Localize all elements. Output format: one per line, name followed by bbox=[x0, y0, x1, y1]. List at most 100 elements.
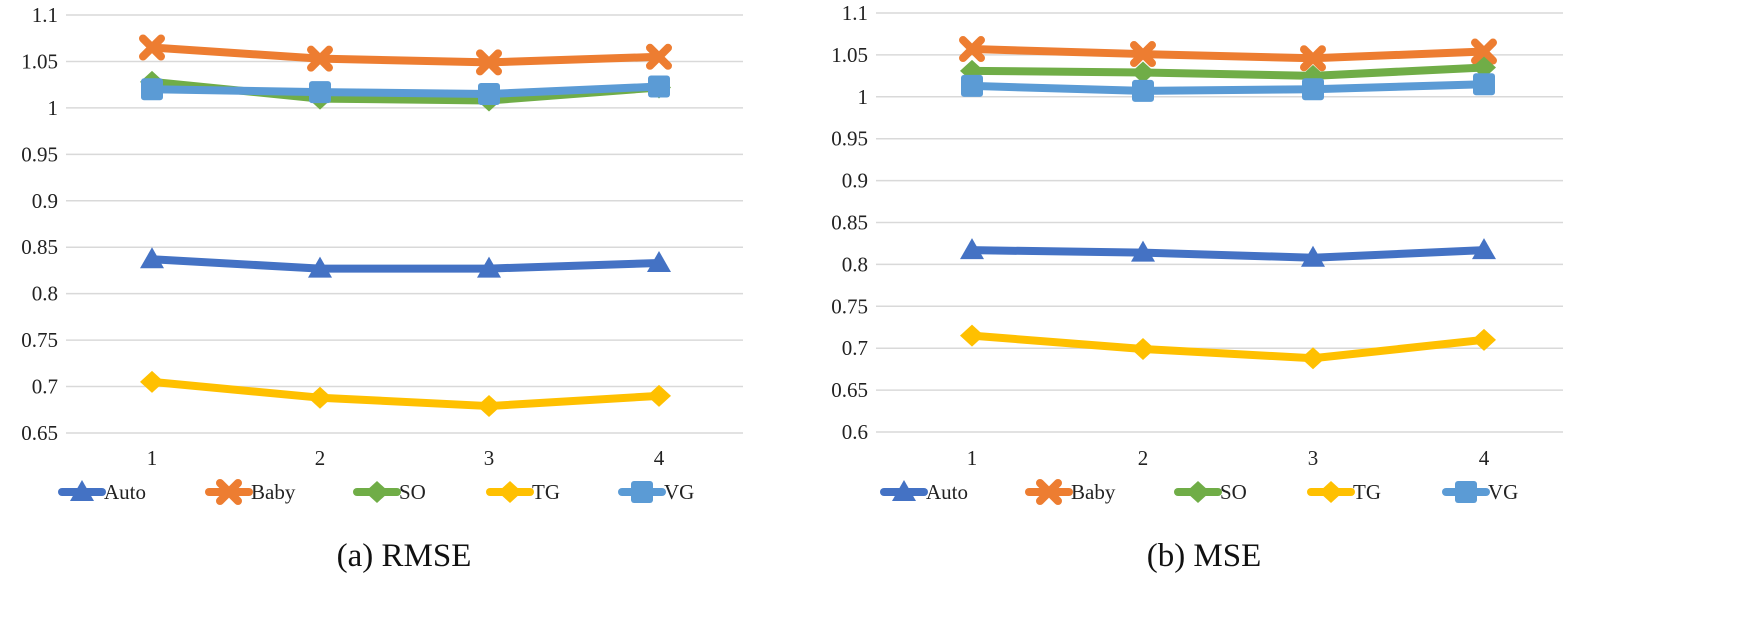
legend-label: TG bbox=[532, 480, 560, 504]
y-tick-label: 1.05 bbox=[831, 43, 868, 67]
legend-item-vg: VG bbox=[618, 480, 694, 504]
series-auto bbox=[960, 238, 1496, 267]
y-tick-label: 0.85 bbox=[21, 235, 58, 259]
legend-marker-so bbox=[1186, 481, 1210, 503]
legend-label: VG bbox=[1488, 480, 1518, 504]
point-baby-1 bbox=[139, 34, 165, 61]
point-baby-2 bbox=[307, 45, 333, 72]
legend-marker-auto bbox=[70, 480, 94, 501]
point-vg-1 bbox=[961, 74, 983, 97]
y-tick-label: 0.95 bbox=[831, 127, 868, 151]
legend-label: VG bbox=[664, 480, 694, 504]
y-tick-label: 0.65 bbox=[831, 378, 868, 402]
point-tg-1 bbox=[140, 370, 164, 393]
y-tick-label: 1.1 bbox=[842, 1, 868, 25]
x-tick-label: 2 bbox=[1138, 446, 1149, 470]
x-tick-label: 4 bbox=[1479, 446, 1490, 470]
point-auto-3 bbox=[477, 256, 501, 278]
x-tick-label: 1 bbox=[967, 446, 978, 470]
point-vg-4 bbox=[1473, 73, 1495, 96]
legend-marker-tg bbox=[1319, 481, 1343, 503]
point-auto-1 bbox=[960, 238, 984, 260]
legend-item-so: SO bbox=[353, 480, 426, 504]
x-tick-label: 2 bbox=[315, 446, 326, 470]
legend-marker-vg bbox=[631, 481, 653, 503]
series-tg bbox=[140, 370, 671, 418]
series-auto bbox=[140, 247, 671, 278]
series-line-so bbox=[968, 63, 1488, 80]
legend-marker-vg bbox=[1455, 481, 1477, 503]
legend-marker-so bbox=[365, 481, 389, 503]
y-tick-label: 0.9 bbox=[842, 169, 868, 193]
point-baby-3 bbox=[1300, 45, 1326, 72]
series-vg bbox=[961, 73, 1495, 102]
y-tick-label: 1.1 bbox=[32, 3, 58, 27]
point-auto-2 bbox=[308, 256, 332, 278]
y-tick-label: 0.95 bbox=[21, 142, 58, 166]
legend-marker-tg bbox=[498, 481, 522, 503]
point-tg-3 bbox=[1301, 347, 1325, 370]
legend-label: TG bbox=[1353, 480, 1381, 504]
point-auto-2 bbox=[1131, 240, 1155, 262]
series-line-tg bbox=[968, 331, 1488, 363]
legend-label: SO bbox=[1220, 480, 1247, 504]
y-tick-label: 0.8 bbox=[32, 282, 58, 306]
point-vg-4 bbox=[648, 75, 670, 98]
point-auto-4 bbox=[647, 251, 671, 273]
legend-item-auto: Auto bbox=[880, 480, 968, 504]
point-so-4 bbox=[1472, 56, 1496, 79]
y-tick-label: 0.7 bbox=[842, 336, 868, 360]
x-tick-label: 3 bbox=[484, 446, 495, 470]
point-vg-2 bbox=[1132, 79, 1154, 102]
point-baby-4 bbox=[1471, 38, 1497, 65]
legend-marker-auto bbox=[892, 480, 916, 501]
point-baby-1 bbox=[959, 36, 985, 63]
series-line-tg bbox=[148, 377, 663, 411]
point-tg-3 bbox=[477, 395, 501, 418]
y-tick-label: 0.7 bbox=[32, 375, 58, 399]
legend-item-tg: TG bbox=[1307, 480, 1381, 504]
legend-label: Auto bbox=[104, 480, 146, 504]
chart-caption: (a) RMSE bbox=[337, 538, 472, 574]
point-auto-1 bbox=[140, 247, 164, 269]
point-baby-2 bbox=[1130, 41, 1156, 68]
legend-marker-baby bbox=[216, 479, 242, 505]
y-tick-label: 0.6 bbox=[842, 420, 868, 444]
legend-label: Auto bbox=[926, 480, 968, 504]
chart-caption: (b) MSE bbox=[1147, 538, 1262, 574]
series-baby bbox=[139, 34, 672, 76]
y-tick-label: 1 bbox=[858, 85, 869, 109]
y-tick-label: 1.05 bbox=[21, 49, 58, 73]
series-line-baby bbox=[968, 45, 1488, 63]
series-baby bbox=[959, 36, 1497, 72]
series-line-vg bbox=[968, 80, 1488, 95]
series-tg bbox=[960, 324, 1496, 370]
point-vg-3 bbox=[478, 82, 500, 105]
series-so bbox=[960, 56, 1496, 87]
point-auto-3 bbox=[1301, 245, 1325, 267]
y-tick-label: 0.9 bbox=[32, 189, 58, 213]
series-line-auto bbox=[148, 255, 663, 273]
point-baby-3 bbox=[476, 49, 502, 76]
point-vg-3 bbox=[1302, 78, 1324, 101]
mse-chart-panel: 0.6 0.65 0.7 0.75 0.8 0.85 0.9 0.95 1 1.05 1.1 1 2 3 4… bbox=[831, 1, 1563, 574]
legend-label: Baby bbox=[1071, 480, 1116, 504]
legend-item-vg: VG bbox=[1442, 480, 1518, 504]
legend-label: Baby bbox=[251, 480, 296, 504]
y-tick-label: 0.75 bbox=[831, 294, 868, 318]
point-tg-4 bbox=[647, 384, 671, 407]
point-tg-1 bbox=[960, 324, 984, 347]
series-vg bbox=[141, 75, 670, 105]
point-tg-4 bbox=[1472, 328, 1496, 351]
point-tg-2 bbox=[1131, 338, 1155, 361]
point-baby-4 bbox=[646, 43, 672, 70]
y-tick-label: 0.75 bbox=[21, 328, 58, 352]
point-vg-2 bbox=[309, 81, 331, 104]
x-tick-label: 1 bbox=[147, 446, 158, 470]
legend-item-tg: TG bbox=[486, 480, 560, 504]
legend-label: SO bbox=[399, 480, 426, 504]
legend-marker-baby bbox=[1036, 479, 1062, 505]
point-tg-2 bbox=[308, 386, 332, 409]
series-line-baby bbox=[148, 43, 663, 67]
